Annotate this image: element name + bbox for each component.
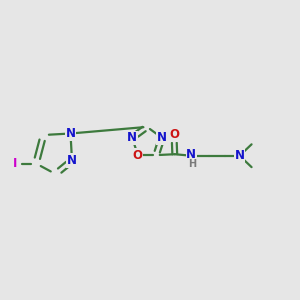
Text: N: N (235, 149, 244, 162)
Text: N: N (127, 131, 137, 144)
Text: N: N (157, 131, 167, 144)
Text: H: H (188, 159, 196, 169)
Text: I: I (13, 157, 17, 170)
Text: O: O (169, 128, 179, 141)
Text: N: N (186, 148, 196, 161)
Text: O: O (133, 148, 143, 162)
Text: N: N (67, 154, 77, 167)
Text: N: N (65, 127, 76, 140)
